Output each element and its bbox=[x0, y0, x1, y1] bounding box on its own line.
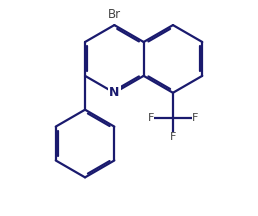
Text: F: F bbox=[170, 132, 176, 142]
Text: N: N bbox=[109, 86, 119, 99]
Text: F: F bbox=[192, 113, 198, 123]
Text: Br: Br bbox=[108, 8, 121, 21]
Text: F: F bbox=[148, 113, 154, 123]
